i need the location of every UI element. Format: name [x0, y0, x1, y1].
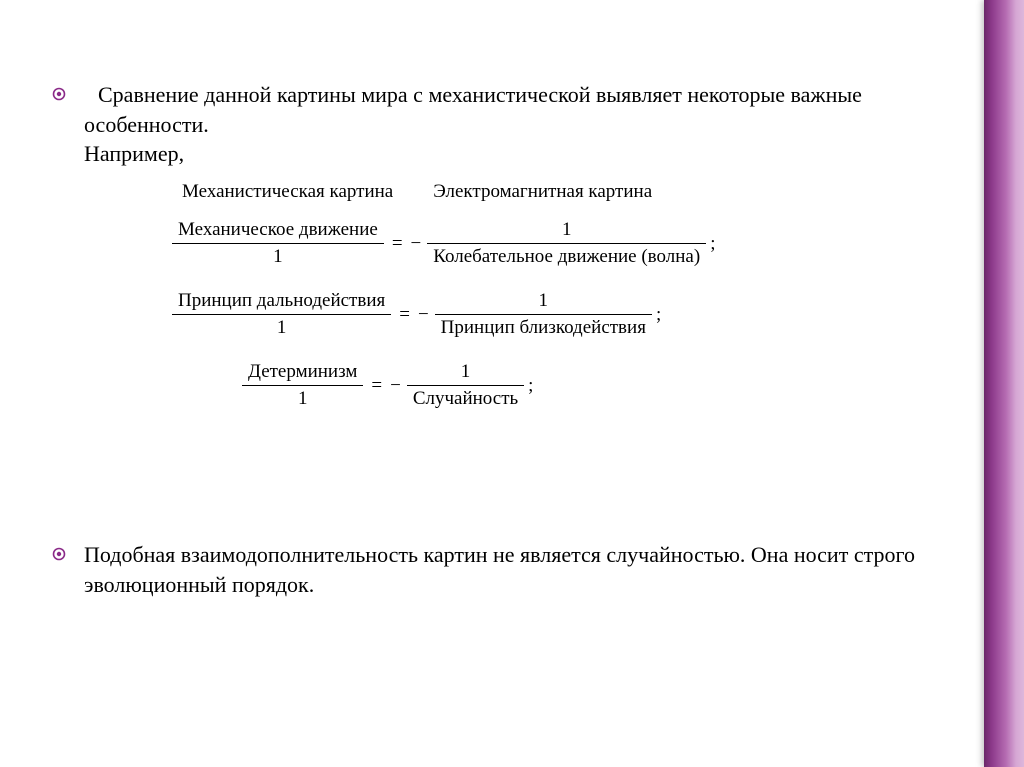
- equals-sign: =: [384, 233, 411, 255]
- fraction-right-2: 1 Принцип близкодействия: [435, 288, 652, 341]
- slide-content: Сравнение данной картины мира с механист…: [0, 0, 984, 767]
- minus-sign: −: [390, 375, 407, 397]
- den: 1: [271, 315, 293, 341]
- bullet-text-1: Сравнение данной картины мира с механист…: [84, 80, 944, 169]
- fraction-right-3: 1 Случайность: [407, 359, 524, 412]
- bullet-text-2: Подобная взаимодополнительность картин н…: [84, 540, 944, 599]
- bullet-icon: [52, 547, 66, 566]
- den: 1: [267, 244, 289, 270]
- decorative-sidebar: [984, 0, 1024, 767]
- equation-header: Механистическая картина Электромагнитная…: [182, 181, 944, 203]
- minus-sign: −: [418, 304, 435, 326]
- den: Принцип близкодействия: [435, 315, 652, 341]
- equation-block: Механистическая картина Электромагнитная…: [172, 181, 944, 412]
- num: Принцип дальнодействия: [172, 288, 391, 314]
- equation-row-2: Принцип дальнодействия 1 = − 1 Принцип б…: [172, 288, 944, 341]
- den: 1: [292, 386, 314, 412]
- header-right: Электромагнитная картина: [433, 181, 652, 203]
- fraction-right-1: 1 Колебательное движение (волна): [427, 217, 706, 270]
- bullet-1-line1: Сравнение данной картины мира с механист…: [84, 82, 862, 137]
- equals-sign: =: [391, 304, 418, 326]
- num: 1: [533, 288, 555, 314]
- minus-sign: −: [411, 233, 428, 255]
- den: Случайность: [407, 386, 524, 412]
- bullet-1-line2: Например,: [84, 141, 184, 166]
- fraction-left-1: Механическое движение 1: [172, 217, 384, 270]
- header-left: Механистическая картина: [182, 181, 393, 203]
- equation-row-1: Механическое движение 1 = − 1 Колебатель…: [172, 217, 944, 270]
- semicolon: ;: [706, 233, 715, 255]
- num: Детерминизм: [242, 359, 363, 385]
- semicolon: ;: [524, 375, 533, 397]
- num: 1: [455, 359, 477, 385]
- den: Колебательное движение (волна): [427, 244, 706, 270]
- equation-row-3: Детерминизм 1 = − 1 Случайность ;: [242, 359, 944, 412]
- bullet-item-1: Сравнение данной картины мира с механист…: [52, 80, 944, 169]
- bullet-icon: [52, 87, 66, 106]
- semicolon: ;: [652, 304, 661, 326]
- equals-sign: =: [363, 375, 390, 397]
- fraction-left-2: Принцип дальнодействия 1: [172, 288, 391, 341]
- bullet-item-2: Подобная взаимодополнительность картин н…: [52, 540, 944, 599]
- fraction-left-3: Детерминизм 1: [242, 359, 363, 412]
- num: 1: [556, 217, 578, 243]
- num: Механическое движение: [172, 217, 384, 243]
